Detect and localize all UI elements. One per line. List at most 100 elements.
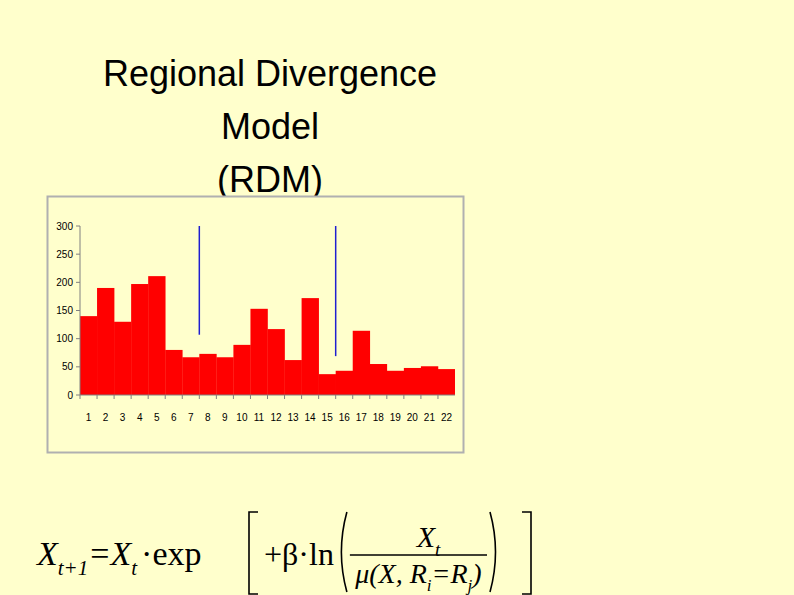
x-tick-label: 19 — [390, 412, 402, 423]
x-tick-label: 9 — [222, 412, 228, 423]
x-tick — [420, 395, 421, 399]
x-tick — [114, 395, 115, 399]
x-tick — [148, 395, 149, 399]
x-tick-label: 6 — [171, 412, 177, 423]
y-tick-label: 150 — [56, 305, 73, 316]
y-tick-label: 50 — [62, 361, 74, 372]
formula-text: ) — [470, 558, 481, 589]
x-tick-label: 21 — [424, 412, 436, 423]
formula-term: Xt — [108, 535, 138, 580]
divider-line — [199, 226, 201, 335]
x-tick — [403, 395, 404, 399]
formula-text: = — [90, 535, 109, 572]
x-tick — [437, 395, 438, 399]
bar — [80, 316, 97, 395]
y-tick-label: 200 — [56, 277, 73, 288]
y-tick-label: 300 — [56, 221, 73, 232]
x-tick — [352, 395, 353, 399]
y-tick — [76, 366, 80, 367]
x-tick-label: 14 — [305, 412, 317, 423]
x-tick-label: 12 — [270, 412, 282, 423]
bracket — [522, 512, 531, 594]
bar — [353, 331, 370, 395]
paren — [490, 512, 496, 592]
x-tick-label: 10 — [236, 412, 248, 423]
bar — [370, 364, 387, 395]
formula-text: X — [35, 535, 59, 572]
x-tick-label: 17 — [356, 412, 368, 423]
x-tick-label: 1 — [86, 412, 92, 423]
bar — [216, 357, 233, 395]
fraction-bar — [350, 554, 487, 555]
bar — [233, 345, 250, 395]
bar — [387, 371, 404, 395]
formula-text: X — [108, 535, 132, 572]
x-tick — [165, 395, 166, 399]
bar — [114, 322, 131, 395]
paren — [341, 512, 347, 592]
x-tick — [335, 395, 336, 399]
x-tick-label: 8 — [205, 412, 211, 423]
formula-term: μ(X, Ri=Rj) — [354, 558, 481, 595]
bar — [319, 374, 336, 395]
x-tick — [301, 395, 302, 399]
formula-text: μ(X, R — [354, 558, 427, 589]
y-tick-label: 250 — [56, 249, 73, 260]
x-tick-label: 4 — [137, 412, 143, 423]
formula-text: =R — [432, 558, 468, 589]
x-tick — [131, 395, 132, 399]
bar — [285, 360, 302, 395]
x-tick — [233, 395, 234, 399]
x-tick-label: 22 — [441, 412, 453, 423]
x-tick-label: 7 — [188, 412, 194, 423]
x-tick — [318, 395, 319, 399]
formula-subscript: t — [435, 539, 441, 560]
formula-text: +β·ln — [264, 536, 334, 572]
y-tick — [76, 282, 80, 283]
divider-line — [335, 226, 337, 356]
bar — [148, 276, 165, 395]
bar — [336, 371, 353, 395]
x-tick-label: 20 — [407, 412, 419, 423]
bracket — [249, 512, 258, 594]
y-tick-label: 0 — [67, 390, 73, 401]
bar — [438, 369, 455, 395]
plot-area — [80, 226, 455, 395]
x-tick-label: 11 — [254, 412, 265, 423]
bar — [302, 298, 319, 395]
x-tick-label: 2 — [103, 412, 109, 423]
slide-title: (RDM) — [217, 159, 323, 200]
formula-text: X — [416, 520, 437, 553]
bars — [80, 226, 455, 395]
x-tick — [267, 395, 268, 399]
x-tick-label: 5 — [154, 412, 160, 423]
bar — [268, 329, 285, 395]
y-tick — [76, 226, 80, 227]
formula-term: Xt+1 — [35, 535, 88, 580]
x-tick — [80, 395, 81, 399]
formula-subscript: t+1 — [58, 556, 89, 580]
bar — [165, 350, 182, 395]
x-tick — [97, 395, 98, 399]
bar — [421, 366, 438, 395]
x-tick — [386, 395, 387, 399]
y-tick — [76, 395, 80, 396]
bar — [131, 284, 148, 395]
slide-title: Model — [221, 106, 319, 147]
y-tick — [76, 310, 80, 311]
x-tick-label: 13 — [288, 412, 300, 423]
x-tick — [182, 395, 183, 399]
formula-text: ·exp — [141, 535, 201, 572]
x-tick — [216, 395, 217, 399]
formula-subscript: t — [131, 556, 138, 580]
y-tick-label: 100 — [56, 333, 73, 344]
x-tick — [250, 395, 251, 399]
x-tick — [369, 395, 370, 399]
y-tick — [76, 338, 80, 339]
formula-term: Xt — [416, 520, 441, 560]
x-tick-label: 15 — [322, 412, 334, 423]
bar — [404, 368, 421, 395]
slide-title: Regional Divergence — [103, 53, 437, 94]
slide: Regional Divergence Model (RDM) 0 50 100 150 20… — [0, 0, 794, 595]
y-tick — [76, 254, 80, 255]
